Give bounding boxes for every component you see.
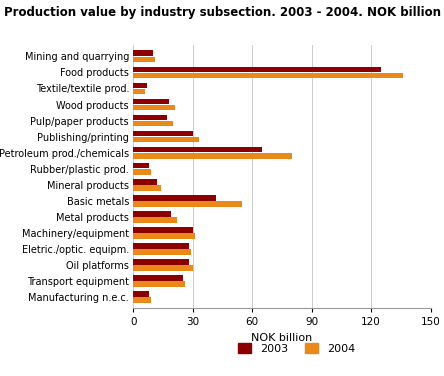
Bar bbox=[133, 105, 175, 111]
Bar bbox=[133, 131, 193, 136]
Bar bbox=[133, 169, 151, 174]
Bar bbox=[133, 243, 189, 249]
Bar bbox=[133, 265, 193, 271]
Bar bbox=[133, 57, 155, 62]
Bar bbox=[133, 121, 173, 126]
Bar bbox=[133, 163, 149, 168]
Bar bbox=[133, 211, 171, 217]
Text: Production value by industry subsection. 2003 - 2004. NOK billion: Production value by industry subsection.… bbox=[4, 6, 441, 19]
Bar bbox=[133, 233, 194, 239]
Bar bbox=[133, 99, 169, 104]
Bar bbox=[133, 201, 242, 207]
Bar bbox=[133, 83, 147, 88]
Bar bbox=[133, 115, 167, 120]
Bar bbox=[133, 137, 198, 143]
Bar bbox=[133, 185, 161, 191]
X-axis label: NOK billion: NOK billion bbox=[251, 333, 313, 343]
Bar bbox=[133, 297, 151, 303]
Bar bbox=[133, 291, 149, 297]
Bar bbox=[133, 147, 262, 152]
Bar bbox=[133, 195, 217, 200]
Bar bbox=[133, 179, 157, 185]
Bar bbox=[133, 259, 189, 265]
Bar bbox=[133, 50, 153, 56]
Bar bbox=[133, 153, 292, 159]
Legend: 2003, 2004: 2003, 2004 bbox=[234, 338, 360, 358]
Bar bbox=[133, 73, 403, 78]
Bar bbox=[133, 217, 177, 223]
Bar bbox=[133, 89, 145, 94]
Bar bbox=[133, 67, 381, 72]
Bar bbox=[133, 227, 193, 233]
Bar bbox=[133, 249, 191, 255]
Bar bbox=[133, 281, 185, 287]
Bar bbox=[133, 275, 183, 281]
